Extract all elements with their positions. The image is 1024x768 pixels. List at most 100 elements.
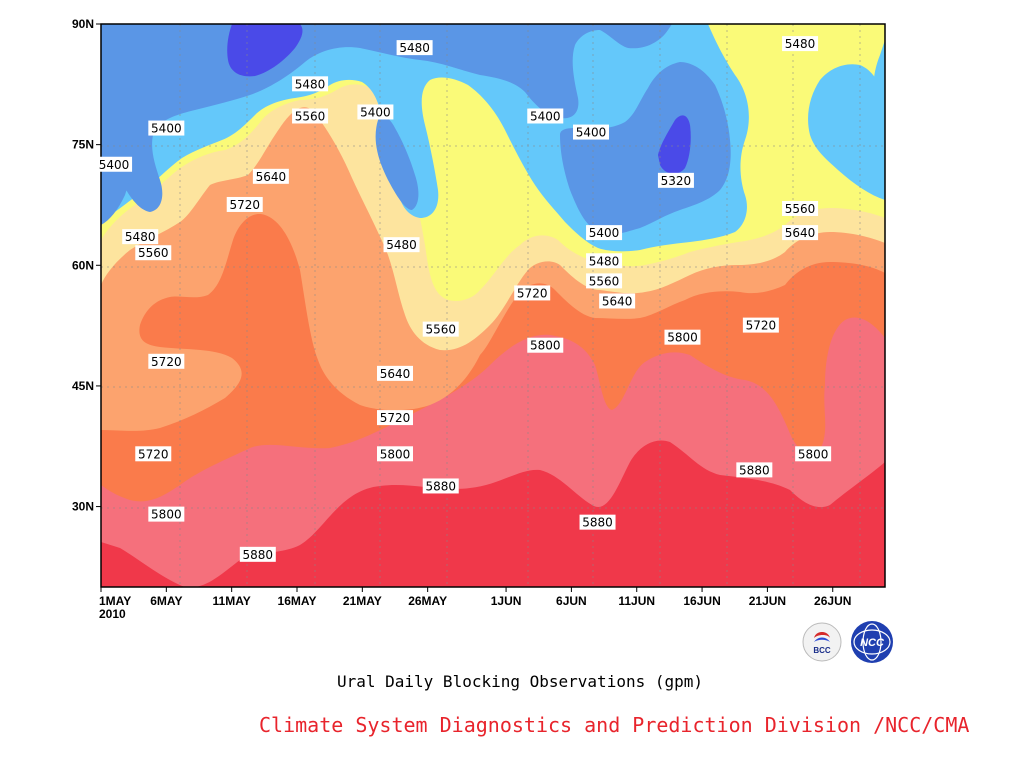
- contour-label: 5720: [138, 447, 169, 461]
- contour-label-bg: [586, 225, 623, 241]
- x-tick-label: 16JUN: [683, 594, 720, 608]
- contour-label: 5560: [138, 246, 169, 260]
- contour-label: 5800: [798, 447, 829, 461]
- contour-label-bg: [226, 196, 263, 212]
- contour-label-bg: [377, 446, 413, 462]
- logos: BCC NCC: [802, 621, 893, 663]
- contour-label-bg: [383, 237, 420, 253]
- fill-region-5400-jun: [560, 62, 731, 235]
- contour-label: 5800: [667, 331, 698, 345]
- x-tick-label: 26MAY: [408, 594, 447, 608]
- contour-label-bg: [573, 124, 609, 140]
- y-tick-label: 90N: [72, 17, 94, 31]
- contour-label: 5400: [589, 226, 620, 240]
- contour-label: 5800: [151, 508, 182, 522]
- plot-frame: [100, 23, 886, 588]
- y-tick-label: 60N: [72, 258, 94, 272]
- contour-label: 5720: [229, 198, 260, 212]
- contour-label: 5480: [589, 254, 620, 268]
- contour-label: 5720: [380, 411, 411, 425]
- x-year-label: 2010: [99, 607, 126, 621]
- contour-label-bg: [122, 229, 159, 245]
- contour-label-bg: [579, 514, 616, 530]
- contour-labels: 5400 5400 5480 5560 5480 5400 5400 5400 5320 5480…: [96, 36, 832, 562]
- contour-label: 5480: [125, 230, 156, 244]
- bcc-logo-text: BCC: [813, 646, 831, 655]
- contour-label: 5720: [151, 355, 182, 369]
- contour-label-bg: [657, 172, 694, 188]
- y-tick-label: 45N: [72, 379, 94, 393]
- contour-label: 5720: [746, 319, 777, 333]
- contour-label: 5400: [151, 122, 182, 136]
- contour-label-bg: [795, 446, 832, 462]
- contour-label-bg: [514, 285, 551, 301]
- x-tick-label: 1JUN: [491, 594, 522, 608]
- contour-label-bg: [782, 36, 819, 52]
- fill-band-below-5320-jun: [658, 115, 691, 174]
- bcc-logo: BCC: [802, 622, 842, 662]
- contour-label-bg: [148, 506, 185, 522]
- x-tick-label: 21MAY: [343, 594, 382, 608]
- contour-label-bg: [736, 462, 773, 478]
- contour-label-bg: [396, 40, 433, 56]
- x-tick-label: 1MAY: [99, 594, 131, 608]
- contour-label-bg: [586, 273, 623, 289]
- contour-label: 5560: [785, 202, 816, 216]
- contour-label: 5640: [602, 294, 633, 308]
- contour-label: 5720: [517, 286, 548, 300]
- fill-band-5320-5400-left: [101, 24, 160, 225]
- contour-label-bg: [292, 108, 329, 124]
- x-tick-label: 26JUN: [814, 594, 851, 608]
- contour-label: 5480: [399, 41, 430, 55]
- x-tick-label: 11JUN: [618, 594, 655, 608]
- ncc-logo: NCC: [851, 621, 893, 663]
- contour-fills: [101, 24, 885, 587]
- contour-label: 5400: [576, 126, 607, 140]
- contour-label-bg: [96, 156, 133, 172]
- contour-label: 5320: [661, 174, 692, 188]
- contour-label-bg: [782, 225, 819, 241]
- contour-label: 5880: [243, 548, 274, 562]
- chart-caption: Ural Daily Blocking Observations (gpm): [336, 672, 704, 691]
- contour-label-bg: [292, 76, 329, 92]
- fill-band-5400-5480-right: [808, 64, 885, 200]
- contour-label-bg: [422, 478, 459, 494]
- contour-label: 5800: [530, 339, 561, 353]
- contour-label-bg: [377, 365, 413, 381]
- contour-label: 5400: [360, 105, 391, 119]
- contour-label-bg: [135, 245, 172, 261]
- contour-label: 5480: [295, 77, 326, 91]
- x-tick-label: 21JUN: [749, 594, 786, 608]
- contour-label: 5560: [425, 323, 456, 337]
- contour-label-bg: [148, 353, 185, 369]
- contour-label-bg: [252, 168, 289, 184]
- y-axis: 30N 45N 60N 75N 90N: [72, 17, 101, 514]
- x-tick-label: 6MAY: [150, 594, 182, 608]
- contour-label: 5880: [582, 516, 613, 530]
- y-tick-label: 75N: [72, 138, 94, 152]
- contour-label: 5880: [739, 463, 770, 477]
- contour-label: 5480: [386, 238, 417, 252]
- contour-label-bg: [599, 293, 636, 309]
- fill-eddy-5400-21may: [375, 116, 419, 210]
- y-tick-label: 30N: [72, 500, 94, 514]
- contour-label-bg: [742, 317, 779, 333]
- contour-label: 5400: [530, 109, 561, 123]
- ncc-logo-text: NCC: [860, 637, 885, 649]
- x-tick-label: 16MAY: [278, 594, 317, 608]
- contour-label-bg: [586, 253, 623, 269]
- x-axis: 1MAY 6MAY 11MAY 16MAY 21MAY 26MAY 1JUN 6JUN 11JU…: [99, 587, 851, 621]
- contour-label-bg: [422, 321, 459, 337]
- contour-label-bg: [135, 446, 172, 462]
- contour-label: 5560: [295, 109, 326, 123]
- contour-label-bg: [527, 108, 564, 124]
- contour-label-bg: [664, 329, 701, 345]
- contour-label: 5640: [256, 170, 287, 184]
- fill-band-below-5320-top: [227, 24, 303, 77]
- contour-label: 5640: [380, 367, 411, 381]
- contour-label: 5800: [380, 447, 411, 461]
- x-tick-label: 6JUN: [556, 594, 587, 608]
- contour-label: 5560: [589, 274, 620, 288]
- contour-label: 5640: [785, 226, 816, 240]
